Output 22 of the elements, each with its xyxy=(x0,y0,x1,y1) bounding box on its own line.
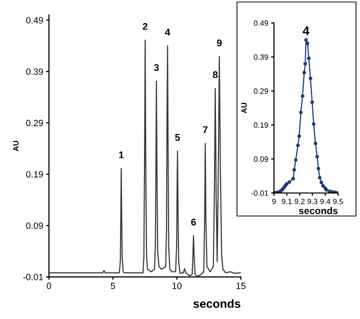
annotation: 9 xyxy=(216,39,222,46)
y-tick-label: 0.29 xyxy=(26,120,43,126)
x-tick-label: 15 xyxy=(236,282,246,290)
x-tick-label: 5 xyxy=(110,282,116,290)
chart-title: 4 xyxy=(302,26,310,36)
y-tick-label: 0.19 xyxy=(26,171,43,178)
annotation: 8 xyxy=(212,71,218,78)
annotation: 3 xyxy=(154,64,159,71)
annotation: 4 xyxy=(164,28,170,36)
y-tick-label: 0.49 xyxy=(26,17,43,24)
x-axis-title: seconds xyxy=(193,299,240,308)
annotation: 2 xyxy=(142,23,148,30)
annotation: 5 xyxy=(175,134,180,141)
annotation: 6 xyxy=(191,218,196,226)
x-axis-title: seconds xyxy=(298,207,338,214)
y-tick-label: 0.39 xyxy=(26,68,43,75)
x-tick-label: 0 xyxy=(46,282,52,290)
annotation: 7 xyxy=(202,126,208,134)
x-tick-label: 10 xyxy=(172,282,182,290)
y-tick-label: 0.09 xyxy=(26,222,43,229)
y-tick-label: -0.01 xyxy=(23,274,43,280)
annotation: 1 xyxy=(119,152,124,158)
